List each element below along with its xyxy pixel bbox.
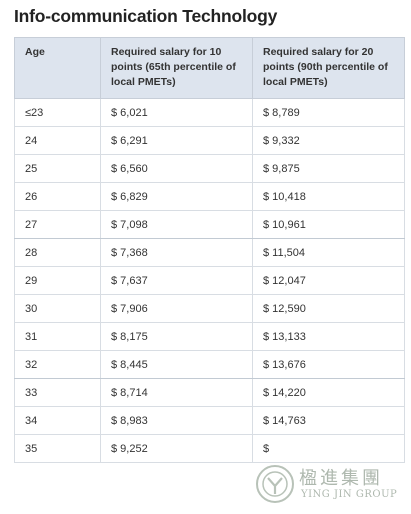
age-cell: 29 bbox=[14, 266, 101, 295]
table-header-row: Age Required salary for 10 points (65th … bbox=[14, 37, 405, 99]
age-cell: 26 bbox=[14, 182, 101, 211]
group-logo-icon bbox=[256, 465, 294, 503]
age-cell: 25 bbox=[14, 154, 101, 183]
table-row: 29 $ 7,637 $ 12,047 bbox=[14, 266, 405, 295]
salary-10-cell: $ 7,637 bbox=[100, 266, 253, 295]
age-cell: 27 bbox=[14, 210, 101, 239]
age-cell: 34 bbox=[14, 406, 101, 435]
salary-20-cell: $ 9,875 bbox=[252, 154, 405, 183]
table-row: ≤23 $ 6,021 $ 8,789 bbox=[14, 98, 405, 127]
header-salary-20-points: Required salary for 20 points (90th perc… bbox=[252, 37, 405, 99]
salary-20-cell: $ 8,789 bbox=[252, 98, 405, 127]
salary-20-cell: $ 10,418 bbox=[252, 182, 405, 211]
salary-20-cell: $ bbox=[252, 434, 405, 463]
age-cell: 30 bbox=[14, 294, 101, 323]
table-row: 31 $ 8,175 $ 13,133 bbox=[14, 322, 405, 351]
salary-20-cell: $ 10,961 bbox=[252, 210, 405, 239]
salary-20-cell: $ 14,220 bbox=[252, 378, 405, 407]
salary-10-cell: $ 8,714 bbox=[100, 378, 253, 407]
header-age: Age bbox=[14, 37, 101, 99]
salary-10-cell: $ 8,983 bbox=[100, 406, 253, 435]
watermark-chinese-text: 楹進集團 bbox=[299, 468, 383, 489]
table-row: 30 $ 7,906 $ 12,590 bbox=[14, 294, 405, 323]
age-cell: 35 bbox=[14, 434, 101, 463]
table-row: 35 $ 9,252 $ bbox=[14, 434, 405, 463]
age-cell: 31 bbox=[14, 322, 101, 351]
salary-10-cell: $ 6,021 bbox=[100, 98, 253, 127]
salary-10-cell: $ 9,252 bbox=[100, 434, 253, 463]
salary-10-cell: $ 8,445 bbox=[100, 350, 253, 379]
table-row: 24 $ 6,291 $ 9,332 bbox=[14, 126, 405, 155]
watermark: 楹進集團 YING JIN GROUP bbox=[255, 462, 405, 506]
salary-10-cell: $ 6,291 bbox=[100, 126, 253, 155]
salary-10-cell: $ 7,906 bbox=[100, 294, 253, 323]
table-row: 28 $ 7,368 $ 11,504 bbox=[14, 238, 405, 267]
table-row: 26 $ 6,829 $ 10,418 bbox=[14, 182, 405, 211]
watermark-english-text: YING JIN GROUP bbox=[301, 489, 398, 500]
age-cell: 28 bbox=[14, 238, 101, 267]
salary-10-cell: $ 6,560 bbox=[100, 154, 253, 183]
salary-20-cell: $ 13,133 bbox=[252, 322, 405, 351]
table-row: 32 $ 8,445 $ 13,676 bbox=[14, 350, 405, 379]
age-cell: 32 bbox=[14, 350, 101, 379]
table-row: 33 $ 8,714 $ 14,220 bbox=[14, 378, 405, 407]
salary-10-cell: $ 8,175 bbox=[100, 322, 253, 351]
age-cell: 33 bbox=[14, 378, 101, 407]
salary-20-cell: $ 13,676 bbox=[252, 350, 405, 379]
age-cell: 24 bbox=[14, 126, 101, 155]
salary-20-cell: $ 9,332 bbox=[252, 126, 405, 155]
header-salary-10-points: Required salary for 10 points (65th perc… bbox=[100, 37, 253, 99]
table-row: 27 $ 7,098 $ 10,961 bbox=[14, 210, 405, 239]
salary-20-cell: $ 14,763 bbox=[252, 406, 405, 435]
salary-10-cell: $ 7,368 bbox=[100, 238, 253, 267]
salary-20-cell: $ 12,047 bbox=[252, 266, 405, 295]
page-title: Info-communication Technology bbox=[14, 6, 278, 26]
salary-20-cell: $ 11,504 bbox=[252, 238, 405, 267]
table-row: 34 $ 8,983 $ 14,763 bbox=[14, 406, 405, 435]
table-row: 25 $ 6,560 $ 9,875 bbox=[14, 154, 405, 183]
age-cell: ≤23 bbox=[14, 98, 101, 127]
salary-10-cell: $ 7,098 bbox=[100, 210, 253, 239]
salary-table: Age Required salary for 10 points (65th … bbox=[14, 37, 405, 463]
salary-10-cell: $ 6,829 bbox=[100, 182, 253, 211]
salary-20-cell: $ 12,590 bbox=[252, 294, 405, 323]
